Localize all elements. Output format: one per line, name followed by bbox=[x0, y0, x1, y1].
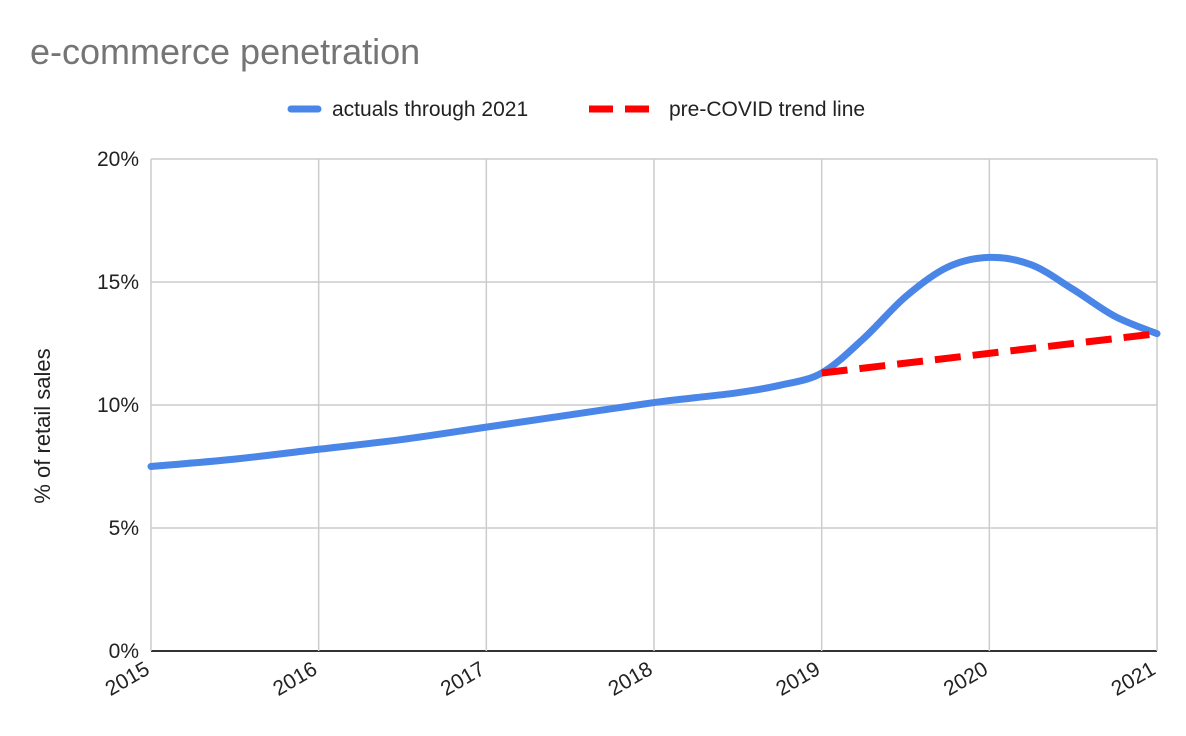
x-tick-label: 2019 bbox=[772, 657, 824, 700]
series-line-1 bbox=[147, 253, 1161, 470]
x-tick-label: 2020 bbox=[940, 657, 992, 700]
legend: actuals through 2021 pre-COVID trend line bbox=[287, 98, 865, 121]
y-tick-label: 5% bbox=[109, 517, 139, 540]
x-tick-label: 2015 bbox=[102, 657, 154, 700]
y-axis-ticks: 0% 5% 10% 15% 20% bbox=[97, 148, 139, 663]
legend-item-1: actuals through 2021 bbox=[287, 98, 528, 121]
x-tick-label: 2017 bbox=[437, 657, 489, 700]
legend-label: pre-COVID trend line bbox=[669, 98, 865, 121]
legend-item-2: pre-COVID trend line bbox=[589, 98, 865, 121]
y-tick-label: 10% bbox=[97, 394, 139, 417]
x-tick-label: 2018 bbox=[605, 657, 657, 700]
x-tick-label: 2016 bbox=[269, 657, 321, 700]
y-tick-label: 0% bbox=[109, 640, 139, 663]
legend-label: actuals through 2021 bbox=[332, 98, 528, 121]
series-lines bbox=[147, 253, 1161, 470]
chart-title: e-commerce penetration bbox=[30, 31, 420, 72]
y-tick-label: 20% bbox=[97, 148, 139, 171]
x-axis-ticks: 2015 2016 2017 2018 2019 2020 2021 bbox=[102, 657, 1160, 700]
x-tick-label: 2021 bbox=[1108, 657, 1160, 700]
series-line-2 bbox=[821, 330, 1158, 377]
y-axis-label: % of retail sales bbox=[30, 348, 55, 503]
y-tick-label: 15% bbox=[97, 271, 139, 294]
